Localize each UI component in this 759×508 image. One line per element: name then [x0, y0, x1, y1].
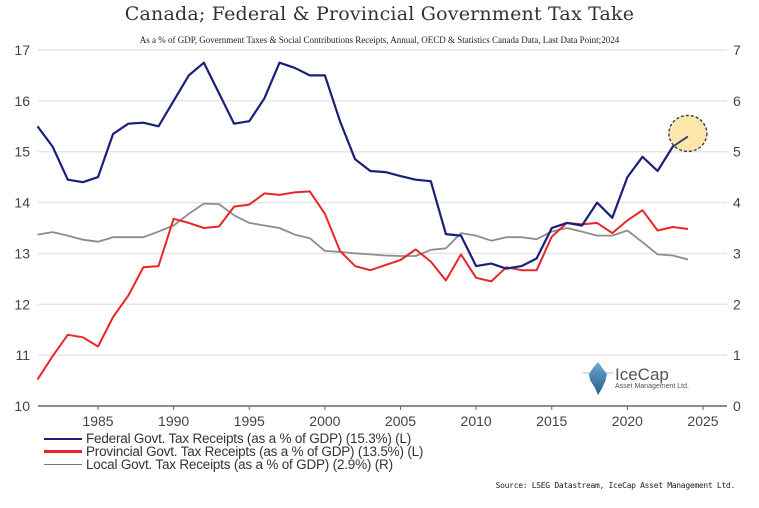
- series-line-federal: [36, 61, 689, 270]
- y-right-tick-label: 1: [733, 347, 741, 363]
- chart-subtitle: As a % of GDP, Government Taxes & Social…: [139, 35, 620, 45]
- source-note: Source: LSEG Datastream, IceCap Asset Ma…: [495, 481, 736, 490]
- x-tick-label: 2020: [612, 413, 643, 429]
- y-right-tick-label: 0: [733, 398, 741, 414]
- x-axis: 1985 1990 1995 2000 2005 2010 2015 2020 2025: [38, 405, 727, 429]
- legend-item-federal: Federal Govt. Tax Receipts (as a % of GD…: [44, 431, 423, 446]
- y-left-tick-label: 12: [14, 296, 30, 312]
- x-tick-label: 1990: [158, 413, 189, 429]
- x-tick-label: 2005: [385, 413, 416, 429]
- x-tick-label: 1995: [234, 413, 265, 429]
- legend-swatch-provincial: [44, 450, 82, 453]
- icecap-logo: IceCap Asset Management Ltd.: [583, 360, 689, 396]
- x-tick-label: 2010: [461, 413, 492, 429]
- iceberg-icon: [583, 362, 613, 395]
- legend-item-provincial: Provincial Govt. Tax Receipts (as a % of…: [44, 444, 424, 459]
- x-tick-label: 1985: [82, 413, 113, 429]
- legend-label: Provincial Govt. Tax Receipts (as a % of…: [86, 444, 424, 459]
- y-right-tick-label: 3: [733, 245, 741, 261]
- legend-label: Local Govt. Tax Receipts (as a % of GDP)…: [86, 457, 393, 472]
- y-left-tick-label: 15: [14, 144, 30, 160]
- logo-subtitle: Asset Management Ltd.: [615, 382, 689, 390]
- y-left-tick-label: 14: [14, 195, 30, 211]
- logo-name: IceCap: [615, 364, 669, 384]
- y-axis-right: 0 1 2 3 4 5 6 7: [733, 42, 741, 414]
- y-left-tick-label: 11: [15, 347, 30, 363]
- legend-swatch-local: [44, 464, 82, 465]
- series-line-local: [37, 202, 689, 261]
- legend: Federal Govt. Tax Receipts (as a % of GD…: [44, 431, 424, 472]
- series-line-provincial: [36, 190, 689, 381]
- y-right-tick-label: 2: [733, 296, 741, 312]
- legend-swatch-federal: [44, 437, 82, 440]
- series-lines: [36, 61, 689, 381]
- y-left-tick-label: 17: [14, 42, 30, 58]
- y-left-tick-label: 10: [14, 398, 30, 414]
- annotations: [668, 114, 708, 153]
- y-left-tick-label: 13: [14, 245, 30, 261]
- y-right-tick-label: 7: [733, 42, 741, 58]
- legend-item-local: Local Govt. Tax Receipts (as a % of GDP)…: [44, 457, 423, 472]
- legend-label: Federal Govt. Tax Receipts (as a % of GD…: [86, 431, 412, 446]
- x-tick-label: 2000: [309, 413, 340, 429]
- y-right-tick-label: 5: [733, 144, 741, 160]
- y-axis-left: 10 11 12 13 14 15 16 17: [14, 42, 30, 414]
- chart-title: Canada; Federal & Provincial Government …: [124, 3, 635, 25]
- y-left-tick-label: 16: [14, 93, 30, 109]
- gridlines: [38, 49, 727, 356]
- x-tick-label: 2015: [536, 413, 567, 429]
- series-line-federal-last-segment: [672, 135, 689, 148]
- y-right-tick-label: 6: [733, 93, 741, 109]
- x-tick-label: 2025: [687, 413, 718, 429]
- y-right-tick-label: 4: [733, 195, 741, 211]
